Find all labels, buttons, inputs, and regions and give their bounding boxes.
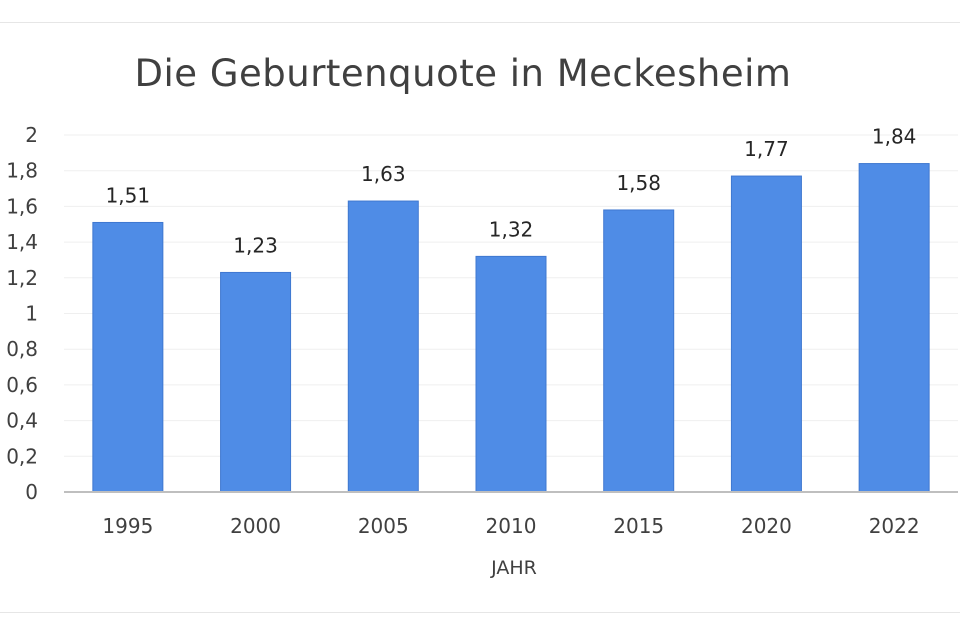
bar-2010 [475,255,547,493]
data-label: 1,77 [744,137,789,161]
x-tick-label: 2010 [486,514,537,538]
y-tick-label: 0 [25,480,38,504]
bar-2000 [220,271,292,493]
data-labels: 1,51 1,23 1,63 1,32 1,58 1,77 1,84 [106,125,917,258]
bar-2020 [730,175,802,493]
bar-2015 [603,209,675,493]
bar-1995 [92,221,164,493]
x-axis-title: JAHR [490,557,537,579]
y-tick-labels: 0 0,2 0,4 0,6 0,8 1 1,2 1,4 1,6 1,8 2 [6,123,38,504]
y-tick-label: 1 [25,302,38,326]
x-tick-label: 2020 [741,514,792,538]
x-tick-label: 2000 [230,514,281,538]
data-label: 1,23 [233,233,278,257]
y-tick-label: 1,8 [6,159,38,183]
data-label: 1,63 [361,162,406,186]
y-tick-label: 0,4 [6,409,38,433]
x-tick-label: 2022 [869,514,920,538]
x-tick-label: 2015 [613,514,664,538]
data-label: 1,84 [872,125,917,149]
x-tick-label: 1995 [102,514,153,538]
y-tick-label: 0,8 [6,337,38,361]
bar-2022 [858,163,930,493]
y-tick-label: 1,2 [6,266,38,290]
x-tick-label: 2005 [358,514,409,538]
y-tick-label: 1,6 [6,194,38,218]
y-tick-label: 1,4 [6,230,38,254]
data-label: 1,51 [106,183,151,207]
top-border [0,22,960,23]
bar-2005 [347,200,419,493]
chart-title: Die Geburtenquote in Meckesheim [134,52,792,95]
data-label: 1,32 [489,217,534,241]
bars [92,163,930,493]
data-label: 1,58 [616,171,661,195]
bottom-border [0,612,960,613]
x-tick-labels: 1995 2000 2005 2010 2015 2020 2022 [102,514,919,538]
y-tick-label: 2 [25,123,38,147]
y-tick-label: 0,6 [6,373,38,397]
y-tick-label: 0,2 [6,444,38,468]
